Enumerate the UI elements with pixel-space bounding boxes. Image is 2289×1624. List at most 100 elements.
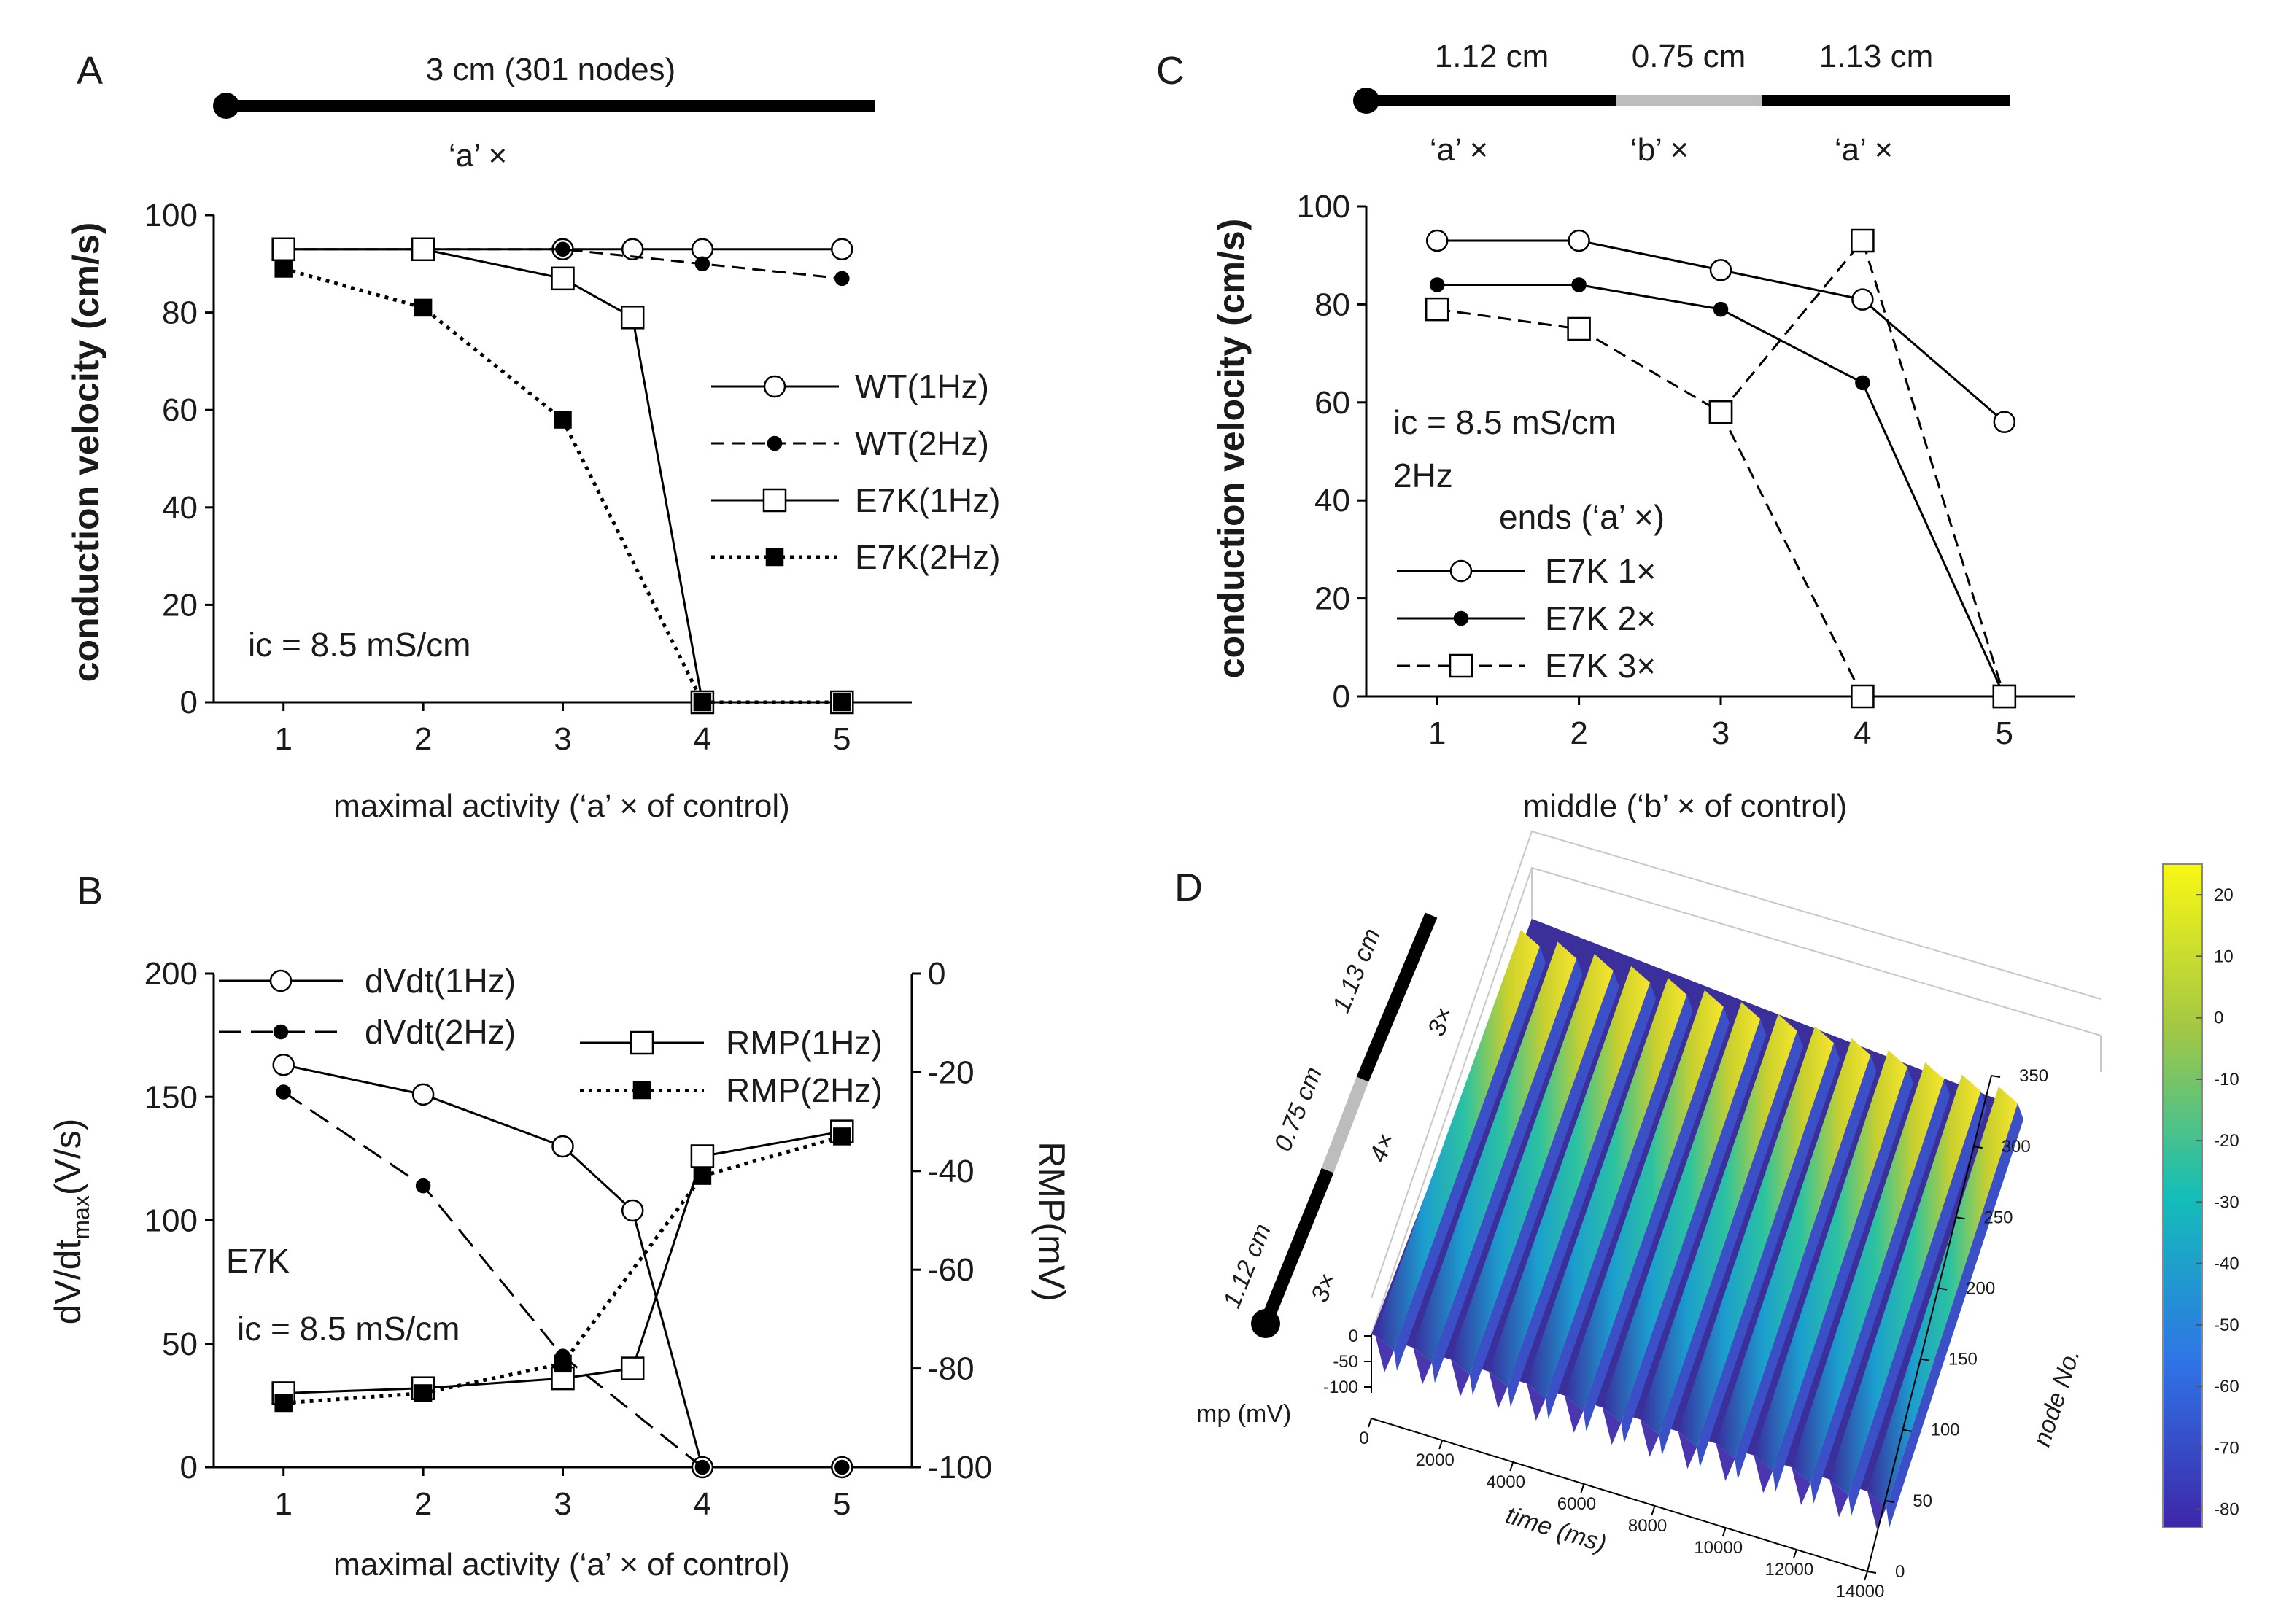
panel-b-legend-marker <box>269 969 293 992</box>
panel-d-ytick-label: 200 <box>1966 1278 1995 1298</box>
panel-d-xtick-mark <box>1864 1571 1868 1581</box>
panel-b-series-3-point <box>554 1354 572 1373</box>
panel-c-cable-start <box>1353 88 1379 114</box>
panel-a-ytick-label: 100 <box>144 198 198 233</box>
panel-b-legend-marker <box>630 1030 654 1055</box>
panel-c-annotation-ic: ic = 8.5 mS/cm <box>1393 403 1616 441</box>
panel-a-series-1-point <box>694 256 710 272</box>
panel-c: C 1.12 cm 0.75 cm 1.13 cm ‘a’ × ‘b’ × ‘a… <box>1156 39 2075 824</box>
panel-c-seg2-factor: ‘b’ × <box>1630 132 1689 168</box>
panel-b-series-2-point <box>620 1356 645 1380</box>
panel-b: B 0 50 100 150 200 -100 -80 -60 -40 -20 0 1 2 3 4 5 dV/… <box>47 869 1072 1582</box>
panel-d-ridge-shadow <box>1507 982 1657 1407</box>
panel-d-ridge-front <box>1792 1466 1811 1505</box>
panel-d-ridge <box>1450 954 1614 1375</box>
panel-b-series-0-point <box>551 1135 574 1158</box>
panel-c-ytick-label: 0 <box>1333 679 1350 715</box>
panel-d-xtick-mark <box>1721 1527 1727 1537</box>
panel-d-ytick-label: 300 <box>2002 1137 2031 1157</box>
panel-d-ytick-mark <box>1973 1146 1983 1149</box>
panel-d-colorbar-tick-label: 0 <box>2214 1009 2223 1028</box>
panel-d-colorbar-tick-label: -70 <box>2214 1438 2239 1458</box>
panel-c-series-0-point <box>1851 288 1874 311</box>
panel-d-seg1-factor: 3× <box>1306 1270 1342 1306</box>
panel-b-left-label-unit: (V/s) <box>47 1119 88 1196</box>
panel-c-seg2-length: 0.75 cm <box>1632 39 1746 74</box>
panel-c-series-3-point <box>1708 400 1733 424</box>
panel-a-series-2-point <box>620 306 645 330</box>
panel-d-ridge <box>1678 1026 1835 1448</box>
panel-d-colorbar-tick-label: 20 <box>2214 885 2234 905</box>
panel-a-series-0-point <box>621 238 644 261</box>
panel-d-surface <box>1371 919 2023 1529</box>
panel-b-xtick-label: 2 <box>414 1486 432 1522</box>
panel-b-right-tick-label: -80 <box>928 1351 975 1387</box>
panel-b-series-0-point <box>411 1083 435 1106</box>
panel-d-xtick-mark <box>1792 1549 1797 1559</box>
panel-d-colorbar-tick-label: -80 <box>2214 1500 2239 1520</box>
panel-a-letter: A <box>77 49 103 93</box>
panel-b-xtick-label: 5 <box>833 1486 851 1522</box>
panel-a-series-1-point <box>834 271 850 287</box>
panel-c-xtick-label: 1 <box>1428 715 1446 751</box>
panel-b-right-tick-label: -60 <box>928 1252 975 1288</box>
panel-a-legend-label: WT(1Hz) <box>855 368 989 405</box>
panel-b-series-0-point <box>272 1053 295 1076</box>
panel-a-xtick-label: 5 <box>833 721 851 757</box>
panel-b-left-label-sub: max <box>68 1195 94 1239</box>
panel-d-ridge-front <box>1867 1491 1886 1529</box>
panel-c-series-3-line <box>1719 411 2005 698</box>
panel-c-legend-marker <box>1449 559 1473 583</box>
panel-d-y-axis <box>1867 1075 1992 1572</box>
panel-d-colorbar-tick-label: -10 <box>2214 1070 2239 1089</box>
panel-a-ylabel: conduction velocity (cm/s) <box>66 222 106 683</box>
panel-d-ztick-label: -50 <box>1333 1352 1358 1372</box>
panel-d-ztick-label: -100 <box>1323 1378 1358 1397</box>
panel-a-legend-label: E7K(2Hz) <box>855 538 1000 576</box>
panel-d-seg2-length: 0.75 cm <box>1269 1063 1328 1155</box>
panel-d-ytick-label: 100 <box>1931 1421 1960 1440</box>
panel-d-ridge-shadow <box>1773 1067 1913 1492</box>
panel-d-xtick-mark <box>1509 1461 1514 1472</box>
panel-b-series-3-point <box>693 1167 712 1185</box>
panel-d-seg3-factor: 3× <box>1422 1003 1459 1040</box>
panel-a-xtick-label: 1 <box>274 721 292 757</box>
panel-a-legend-label: WT(2Hz) <box>855 424 989 462</box>
panel-d-xtick-mark <box>1580 1483 1585 1493</box>
panel-a-legend-marker <box>765 548 784 567</box>
panel-d-seg1-length: 1.12 cm <box>1218 1220 1277 1312</box>
panel-b-right-tick-label: -20 <box>928 1054 975 1090</box>
panel-d-colorbar-tick-label: -50 <box>2214 1316 2239 1335</box>
panel-b-left-tick-label: 150 <box>144 1079 198 1115</box>
panel-d-colorbar-tick-label: -60 <box>2214 1377 2239 1396</box>
panel-c-ytick-label: 80 <box>1314 287 1350 322</box>
panel-b-annotation-ic: ic = 8.5 mS/cm <box>237 1310 460 1348</box>
panel-c-ytick-label: 40 <box>1314 483 1350 518</box>
panel-d-ridge <box>1792 1062 1945 1483</box>
panel-a-xtick-label: 2 <box>414 721 432 757</box>
panel-c-ytick-label: 100 <box>1297 189 1350 225</box>
panel-d-xtick-label: 0 <box>1359 1429 1368 1448</box>
panel-c-xtick-label: 2 <box>1570 715 1587 751</box>
panel-c-legend-label: E7K 2× <box>1545 599 1656 637</box>
panel-c-series-1-point <box>1429 277 1445 292</box>
panel-c-series-0-point <box>1709 259 1732 281</box>
panel-a-xtick-label: 4 <box>694 721 711 757</box>
panel-b-left-tick-label: 100 <box>144 1203 198 1239</box>
panel-a-ytick-label: 60 <box>162 392 198 428</box>
panel-d-ridge-front <box>1754 1455 1773 1493</box>
panel-b-xlabel: maximal activity (‘a’ × of control) <box>333 1547 790 1582</box>
panel-a-legend-marker <box>767 435 783 451</box>
panel-d-ridge <box>1412 941 1577 1363</box>
panel-b-series-3-point <box>274 1394 293 1413</box>
panel-c-xtick-label: 3 <box>1712 715 1730 751</box>
panel-d-ridge-shadow <box>1735 1054 1877 1480</box>
panel-b-series-2-point <box>690 1144 715 1168</box>
panel-a-series-3-point <box>693 693 712 712</box>
panel-d-cable-seg3 <box>1356 912 1438 1082</box>
panel-d-ytick-label: 350 <box>2019 1066 2048 1086</box>
panel-d-ridge-shadow <box>1583 1006 1730 1431</box>
panel-c-series-1-line <box>1437 284 2006 697</box>
panel-d-ridge-shadow <box>1697 1043 1840 1468</box>
panel-a: A 3 cm (301 nodes) ‘a’ × 0 20 40 60 80 100 1 2 3… <box>66 49 1000 824</box>
